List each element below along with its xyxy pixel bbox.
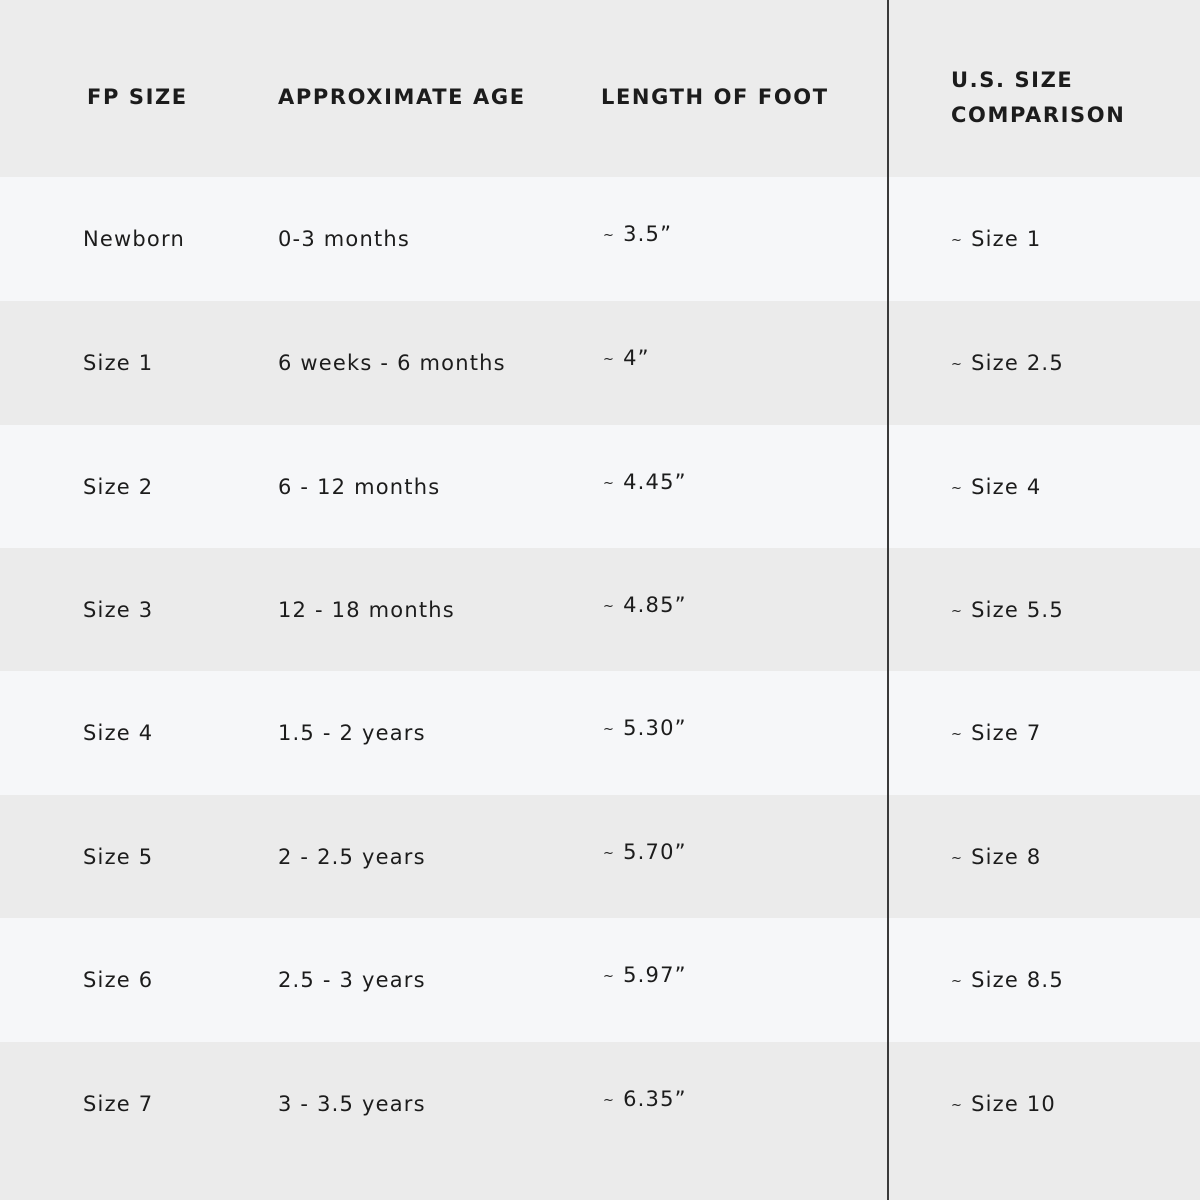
- cell-fp-size: Size 1: [83, 351, 153, 375]
- cell-us-size: ~ Size 8.5: [951, 968, 1064, 992]
- cell-us-size-value: Size 4: [971, 475, 1042, 499]
- cell-approximate-age-value: 12 - 18 months: [278, 598, 455, 622]
- cell-fp-size: Size 6: [83, 968, 153, 992]
- tilde: ~: [951, 232, 964, 248]
- header-length-of-foot: LENGTH OF FOOT: [601, 85, 829, 109]
- cell-fp-size-value: Size 7: [83, 1092, 154, 1116]
- cell-us-size: ~ Size 10: [951, 1092, 1056, 1116]
- cell-us-size: ~ Size 1: [951, 227, 1041, 251]
- cell-approximate-age: 6 weeks - 6 months: [278, 351, 506, 375]
- tilde: ~: [951, 603, 964, 619]
- cell-us-size-value: Size 1: [971, 227, 1042, 251]
- tilde: ~: [603, 721, 616, 737]
- table-row: [0, 548, 1200, 671]
- tilde: ~: [951, 973, 964, 989]
- cell-fp-size-value: Newborn: [83, 227, 185, 251]
- cell-fp-size-value: Size 3: [83, 598, 154, 622]
- cell-length-of-foot-value: 4”: [623, 346, 650, 370]
- header-us-size-comparison: U.S. SIZE COMPARISON: [951, 63, 1125, 133]
- table-row: [0, 301, 1200, 425]
- cell-fp-size: Newborn: [83, 227, 185, 251]
- cell-length-of-foot-value: 6.35”: [623, 1087, 687, 1111]
- cell-approximate-age: 1.5 - 2 years: [278, 721, 426, 745]
- cell-us-size: ~ Size 4: [951, 475, 1041, 499]
- cell-approximate-age: 6 - 12 months: [278, 475, 440, 499]
- cell-length-of-foot: ~5.30”: [603, 716, 687, 740]
- cell-length-of-foot-value: 5.30”: [623, 716, 687, 740]
- cell-us-size: ~ Size 5.5: [951, 598, 1064, 622]
- cell-fp-size-value: Size 4: [83, 721, 154, 745]
- cell-fp-size-value: Size 6: [83, 968, 154, 992]
- table-row: [0, 1042, 1200, 1200]
- tilde: ~: [951, 480, 964, 496]
- cell-fp-size: Size 5: [83, 845, 153, 869]
- table-row: [0, 795, 1200, 918]
- tilde: ~: [603, 351, 616, 367]
- cell-length-of-foot-value: 5.70”: [623, 840, 687, 864]
- cell-length-of-foot-value: 4.85”: [623, 593, 687, 617]
- cell-length-of-foot-value: 3.5”: [623, 222, 673, 246]
- cell-approximate-age-value: 1.5 - 2 years: [278, 721, 426, 745]
- cell-length-of-foot: ~3.5”: [603, 222, 672, 246]
- cell-approximate-age: 3 - 3.5 years: [278, 1092, 426, 1116]
- cell-us-size: ~ Size 8: [951, 845, 1041, 869]
- cell-length-of-foot: ~4.45”: [603, 470, 687, 494]
- cell-length-of-foot: ~5.97”: [603, 963, 687, 987]
- cell-approximate-age-value: 2.5 - 3 years: [278, 968, 426, 992]
- cell-approximate-age: 0-3 months: [278, 227, 410, 251]
- cell-approximate-age: 2 - 2.5 years: [278, 845, 426, 869]
- tilde: ~: [603, 1092, 616, 1108]
- header-us-line1: U.S. SIZE: [951, 68, 1074, 92]
- cell-us-size-value: Size 8: [971, 845, 1042, 869]
- cell-approximate-age-value: 6 weeks - 6 months: [278, 351, 506, 375]
- table-row: [0, 177, 1200, 301]
- column-divider: [887, 0, 889, 1200]
- cell-approximate-age: 2.5 - 3 years: [278, 968, 426, 992]
- cell-approximate-age: 12 - 18 months: [278, 598, 455, 622]
- cell-length-of-foot: ~4.85”: [603, 593, 687, 617]
- tilde: ~: [603, 598, 616, 614]
- cell-length-of-foot: ~5.70”: [603, 840, 687, 864]
- cell-us-size-value: Size 10: [971, 1092, 1056, 1116]
- cell-fp-size-value: Size 2: [83, 475, 154, 499]
- cell-fp-size-value: Size 5: [83, 845, 154, 869]
- header-approximate-age: APPROXIMATE AGE: [278, 85, 526, 109]
- tilde: ~: [603, 227, 616, 243]
- table-row: [0, 671, 1200, 795]
- cell-length-of-foot-value: 4.45”: [623, 470, 687, 494]
- cell-us-size-value: Size 2.5: [971, 351, 1064, 375]
- cell-us-size-value: Size 8.5: [971, 968, 1064, 992]
- tilde: ~: [951, 726, 964, 742]
- tilde: ~: [951, 850, 964, 866]
- cell-length-of-foot: ~6.35”: [603, 1087, 687, 1111]
- cell-us-size: ~ Size 7: [951, 721, 1041, 745]
- cell-approximate-age-value: 2 - 2.5 years: [278, 845, 426, 869]
- cell-fp-size: Size 3: [83, 598, 153, 622]
- table-row: [0, 425, 1200, 548]
- header-us-line2: COMPARISON: [951, 103, 1126, 127]
- cell-us-size-value: Size 5.5: [971, 598, 1064, 622]
- cell-length-of-foot-value: 5.97”: [623, 963, 687, 987]
- cell-fp-size: Size 7: [83, 1092, 153, 1116]
- tilde: ~: [951, 356, 964, 372]
- header-fp-size: FP SIZE: [87, 85, 188, 109]
- tilde: ~: [603, 475, 616, 491]
- cell-us-size-value: Size 7: [971, 721, 1042, 745]
- cell-fp-size: Size 2: [83, 475, 153, 499]
- table-row: [0, 918, 1200, 1042]
- tilde: ~: [603, 845, 616, 861]
- tilde: ~: [603, 968, 616, 984]
- cell-approximate-age-value: 0-3 months: [278, 227, 411, 251]
- cell-fp-size: Size 4: [83, 721, 153, 745]
- cell-us-size: ~ Size 2.5: [951, 351, 1064, 375]
- cell-approximate-age-value: 6 - 12 months: [278, 475, 441, 499]
- cell-length-of-foot: ~4”: [603, 346, 650, 370]
- cell-approximate-age-value: 3 - 3.5 years: [278, 1092, 426, 1116]
- tilde: ~: [951, 1097, 964, 1113]
- cell-fp-size-value: Size 1: [83, 351, 154, 375]
- table-header: [0, 0, 1200, 177]
